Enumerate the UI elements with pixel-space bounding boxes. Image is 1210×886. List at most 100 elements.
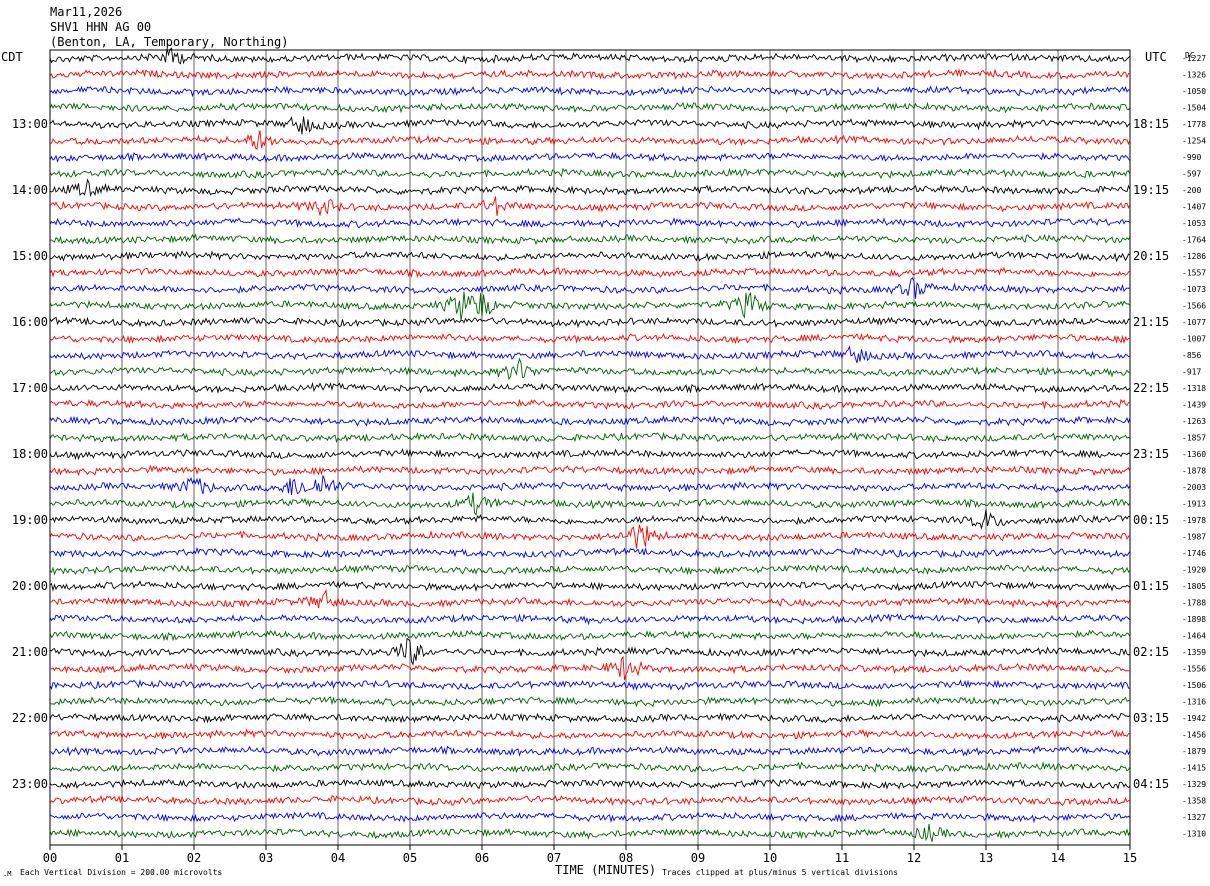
dc-offset-label: -1506 xyxy=(1182,681,1206,690)
left-hour-label: 15:00 xyxy=(12,249,48,263)
dc-offset-label: -1327 xyxy=(1182,813,1206,822)
trace-line xyxy=(49,167,1131,180)
x-tick-label: 14 xyxy=(1051,851,1065,865)
dc-offset-label: -200 xyxy=(1182,186,1201,195)
left-timezone-label: CDT xyxy=(1,50,23,64)
dc-offset-label: -1746 xyxy=(1182,549,1206,558)
trace-line xyxy=(49,811,1131,824)
trace-line xyxy=(49,196,1131,216)
x-tick-label: 10 xyxy=(763,851,777,865)
left-hour-label: 22:00 xyxy=(12,711,48,725)
x-tick-label: 02 xyxy=(187,851,201,865)
dc-offset-label: -1942 xyxy=(1182,714,1206,723)
trace-line xyxy=(49,233,1131,246)
trace-line xyxy=(49,130,1131,150)
dc-offset-label: -1077 xyxy=(1182,318,1206,327)
dc-offset-label: -1978 xyxy=(1182,516,1206,525)
x-tick-label: 15 xyxy=(1123,851,1137,865)
clip-note: Traces clipped at plus/minus 5 vertical … xyxy=(662,868,898,877)
left-hour-label: 21:00 xyxy=(12,645,48,659)
dc-offset-label: -1556 xyxy=(1182,665,1206,674)
left-hour-label: 14:00 xyxy=(12,183,48,197)
trace-line xyxy=(49,217,1131,229)
trace-line xyxy=(49,316,1131,329)
dc-offset-label: -1987 xyxy=(1182,533,1206,542)
dc-offset-label: -1407 xyxy=(1182,203,1206,212)
trace-line xyxy=(49,448,1131,461)
scale-note: Each Vertical Division = 200.00 microvol… xyxy=(20,868,222,877)
dc-offset-label: -1566 xyxy=(1182,302,1206,311)
left-hour-label: 23:00 xyxy=(12,777,48,791)
trace-line xyxy=(49,415,1131,427)
trace-line xyxy=(49,381,1131,394)
trace-line xyxy=(49,728,1131,740)
dc-offset-label: -1359 xyxy=(1182,648,1206,657)
dc-offset-label: -1878 xyxy=(1182,467,1206,476)
dc-offset-label: -1456 xyxy=(1182,731,1206,740)
dc-offset-label: -1316 xyxy=(1182,698,1206,707)
header-date: Mar11,2026 xyxy=(50,5,122,19)
trace-line xyxy=(49,637,1131,666)
left-hour-label: 16:00 xyxy=(12,315,48,329)
right-hour-label: 20:15 xyxy=(1133,249,1169,263)
dc-offset-label: -1329 xyxy=(1182,780,1206,789)
dc-offset-label: -1358 xyxy=(1182,797,1206,806)
right-hour-label: 01:15 xyxy=(1133,579,1169,593)
right-hour-label: 02:15 xyxy=(1133,645,1169,659)
trace-line xyxy=(49,823,1131,842)
right-hour-label: 23:15 xyxy=(1133,447,1169,461)
trace-line xyxy=(49,613,1131,626)
x-axis-ticks: 00 01 02 03 04 05 06 07 08 09 10 11 12 13 14 15 xyxy=(43,845,1137,865)
left-hour-labels: 13:00 14:00 15:00 16:00 17:00 18:00 19:00 20:00… xyxy=(12,117,48,791)
x-tick-label: 05 xyxy=(403,851,417,865)
x-tick-label: 09 xyxy=(691,851,705,865)
trace-line xyxy=(49,492,1131,516)
dc-offset-labels: -1227 -1326 -1050 -1504 -1778 -1254 -990 -597 -2… xyxy=(1182,54,1206,839)
trace-line xyxy=(49,475,1131,495)
dc-offset-label: -1504 xyxy=(1182,104,1206,113)
trace-line xyxy=(49,794,1131,807)
dc-offset-label: -1073 xyxy=(1182,285,1206,294)
dc-offset-label: -1326 xyxy=(1182,71,1206,80)
dc-offset-label: -1439 xyxy=(1182,401,1206,410)
right-hour-label: 19:15 xyxy=(1133,183,1169,197)
x-tick-label: 11 xyxy=(835,851,849,865)
dc-offset-label: -1318 xyxy=(1182,384,1206,393)
trace-line xyxy=(50,588,1131,609)
trace-line xyxy=(49,546,1131,559)
dc-offset-label: -1263 xyxy=(1182,417,1206,426)
dc-offset-label: -1415 xyxy=(1182,764,1206,773)
right-hour-labels: 18:15 19:15 20:15 21:15 22:15 23:15 00:15 01:15… xyxy=(1133,117,1169,791)
left-hour-label: 18:00 xyxy=(12,447,48,461)
trace-line xyxy=(49,85,1131,98)
left-hour-label: 19:00 xyxy=(12,513,48,527)
minute-gridlines xyxy=(121,50,1059,845)
trace-line xyxy=(49,629,1131,642)
left-hour-label: 17:00 xyxy=(12,381,48,395)
trace-line xyxy=(49,712,1131,724)
trace-line xyxy=(49,101,1131,114)
trace-line xyxy=(49,696,1131,708)
trace-line xyxy=(49,178,1131,198)
x-tick-label: 03 xyxy=(259,851,273,865)
dc-offset-label: -1007 xyxy=(1182,335,1206,344)
trace-line xyxy=(49,679,1131,691)
trace-line xyxy=(49,761,1131,774)
header-station: SHV1 HHN AG 00 xyxy=(50,20,151,34)
trace-line xyxy=(49,745,1131,757)
trace-line xyxy=(49,250,1131,263)
trace-line xyxy=(49,509,1131,530)
right-hour-label: 00:15 xyxy=(1133,513,1169,527)
trace-group xyxy=(49,47,1131,842)
trace-line xyxy=(49,345,1131,364)
trace-line xyxy=(49,291,1131,321)
dc-offset-label: -1310 xyxy=(1182,830,1206,839)
dc-offset-label: -1286 xyxy=(1182,252,1206,261)
x-tick-label: 04 xyxy=(331,851,345,865)
dc-offset-label: -1913 xyxy=(1182,500,1206,509)
dc-offset-label: -1464 xyxy=(1182,632,1206,641)
trace-line xyxy=(49,151,1131,163)
trace-line xyxy=(49,333,1130,345)
trace-line xyxy=(49,398,1131,410)
